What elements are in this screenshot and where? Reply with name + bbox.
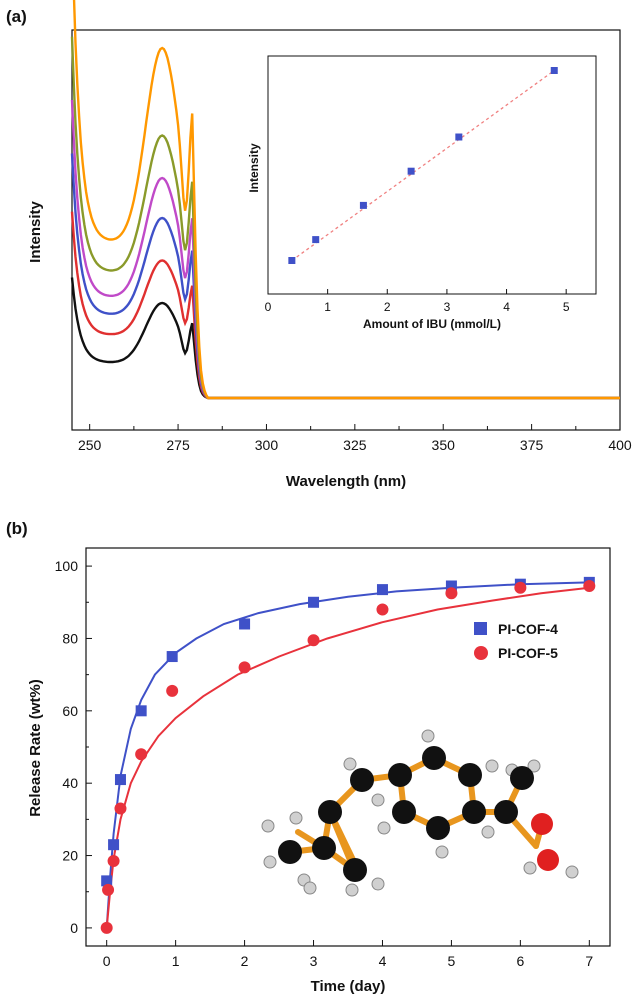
panel-a-frame <box>71 29 621 431</box>
data-point-pi-cof-5 <box>583 579 596 592</box>
panel-a-y-axis-title: Intensity <box>27 201 44 263</box>
data-point-pi-cof-4 <box>376 584 388 596</box>
panel-b-x-tick-label: 0 <box>103 953 111 969</box>
panel-a-x-tick-label: 400 <box>608 437 632 453</box>
data-point-pi-cof-4 <box>166 651 178 663</box>
data-point-pi-cof-4 <box>101 875 113 887</box>
inset-y-axis-title: Intensity <box>247 143 261 193</box>
fit-curve-pi-cof-5 <box>105 586 590 928</box>
data-point-pi-cof-4 <box>114 774 126 786</box>
panel-b-y-tick-label: 60 <box>62 703 78 719</box>
data-point-pi-cof-5 <box>166 684 179 697</box>
panel-b-x-tick-label: 7 <box>585 953 593 969</box>
inset-x-tick-label: 0 <box>265 300 272 314</box>
legend-marker-pi-cof-5 <box>474 646 488 660</box>
panel-b-legend: PI-COF-4 PI-COF-5 <box>474 621 558 661</box>
inset-data-point <box>359 201 367 209</box>
panel-b-axes: 0 1 2 3 4 5 6 7 0 20 40 60 80 100 <box>55 558 594 969</box>
inset-data-point <box>407 167 415 175</box>
data-point-pi-cof-5 <box>107 854 120 867</box>
fit-curve-pi-cof-4 <box>105 581 590 928</box>
spectrum-line-6 <box>72 0 620 400</box>
panel-b-series <box>100 576 596 934</box>
panel-b-x-tick-label: 5 <box>448 953 456 969</box>
inset-data-point <box>312 236 320 244</box>
data-point-pi-cof-5 <box>376 603 389 616</box>
inset-x-tick-label: 5 <box>563 300 570 314</box>
legend-label-pi-cof-4: PI-COF-4 <box>498 621 558 637</box>
inset-data-point <box>550 67 558 74</box>
panel-a-x-tick-label: 350 <box>432 437 456 453</box>
panel-b-x-tick-label: 1 <box>172 953 180 969</box>
panel-b-y-axis-title: Release Rate (wt%) <box>27 679 44 817</box>
data-point-pi-cof-4 <box>308 596 320 608</box>
inset-data-point <box>455 133 463 141</box>
panel-a-label: (a) <box>6 7 27 26</box>
panel-a-x-tick-label: 275 <box>166 437 190 453</box>
panel-a-x-tick-label: 375 <box>520 437 544 453</box>
panel-b-y-tick-label: 40 <box>62 775 78 791</box>
panel-b-x-tick-label: 6 <box>516 953 524 969</box>
inset-frame <box>267 55 597 295</box>
panel-a-x-tick-label: 300 <box>255 437 279 453</box>
panel-b-y-tick-label: 20 <box>62 848 78 864</box>
data-point-pi-cof-5 <box>514 581 527 594</box>
data-point-pi-cof-4 <box>135 705 147 717</box>
panel-b-label: (b) <box>6 519 28 538</box>
data-point-pi-cof-4 <box>239 618 251 630</box>
panel-b-x-tick-label: 4 <box>379 953 387 969</box>
legend-marker-pi-cof-4 <box>474 622 487 635</box>
data-point-pi-cof-5 <box>307 634 320 647</box>
spectra-group <box>70 0 620 400</box>
ibuprofen-molecule-illustration <box>261 729 579 897</box>
inset-x-axis-title: Amount of IBU (mmol/L) <box>363 317 501 331</box>
inset-x-tick-label: 4 <box>503 300 510 314</box>
data-point-pi-cof-4 <box>108 839 120 851</box>
inset-x-tick-label: 1 <box>324 300 331 314</box>
panel-a-x-ticks: 250 275 300 325 350 375 400 <box>78 424 632 453</box>
panel-b-x-tick-label: 3 <box>310 953 318 969</box>
inset-data-point <box>288 257 296 264</box>
data-point-pi-cof-5 <box>238 661 251 674</box>
inset-content: 0 1 2 3 4 5 <box>265 67 570 314</box>
panel-b-x-axis-title: Time (day) <box>311 978 386 994</box>
panel-b-y-tick-label: 100 <box>55 558 79 574</box>
inset-x-tick-label: 2 <box>384 300 391 314</box>
data-point-pi-cof-5 <box>445 587 458 600</box>
legend-label-pi-cof-5: PI-COF-5 <box>498 645 558 661</box>
inset-x-tick-label: 3 <box>444 300 451 314</box>
panel-b-y-tick-label: 80 <box>62 630 78 646</box>
data-point-pi-cof-4 <box>445 580 457 592</box>
data-point-pi-cof-5 <box>114 802 127 815</box>
data-point-pi-cof-5 <box>102 883 115 896</box>
panel-a-x-tick-label: 250 <box>78 437 102 453</box>
spectrum-line-1 <box>70 277 620 400</box>
panel-a-x-tick-label: 325 <box>343 437 367 453</box>
data-point-pi-cof-5 <box>100 921 113 934</box>
panel-b-y-tick-label: 0 <box>70 920 78 936</box>
data-point-pi-cof-5 <box>135 748 148 761</box>
panel-a-x-axis-title: Wavelength (nm) <box>286 473 406 490</box>
panel-b-x-tick-label: 2 <box>241 953 249 969</box>
